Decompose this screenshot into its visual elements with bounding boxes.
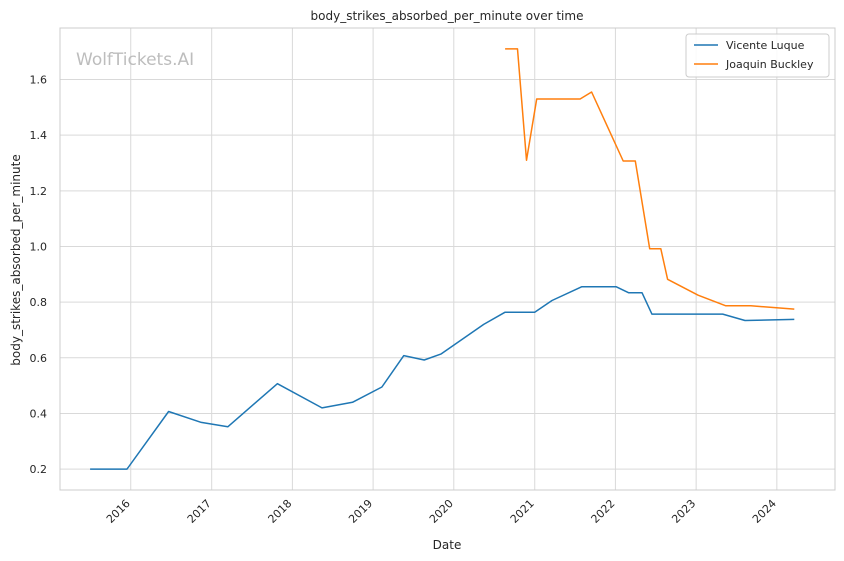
chart-title: body_strikes_absorbed_per_minute over ti… (311, 9, 584, 23)
y-axis-label: body_strikes_absorbed_per_minute (9, 154, 23, 365)
y-tick-label: 1.6 (30, 73, 48, 86)
y-tick-label: 0.2 (30, 463, 48, 476)
legend: Vicente Luque Joaquin Buckley (685, 33, 830, 78)
series-layer (90, 48, 795, 470)
series-line-vicente-luque (90, 286, 795, 470)
x-axis-label: Date (433, 538, 462, 552)
legend-box (685, 33, 830, 78)
watermark: WolfTickets.AI (76, 50, 194, 70)
plot-frame (59, 27, 836, 491)
y-tick-label: 0.4 (30, 407, 48, 420)
y-tick-label: 0.6 (30, 352, 48, 365)
y-tick-label: 1.2 (30, 185, 48, 198)
legend-label-vicente-luque: Vicente Luque (726, 39, 805, 52)
series-line-joaquin-buckley (505, 48, 795, 310)
legend-label-joaquin-buckley: Joaquin Buckley (725, 58, 814, 71)
y-tick-label: 1.4 (30, 129, 48, 142)
y-tick-label: 0.8 (30, 296, 48, 309)
y-tick-label: 1.0 (30, 240, 48, 253)
grid (60, 28, 835, 490)
